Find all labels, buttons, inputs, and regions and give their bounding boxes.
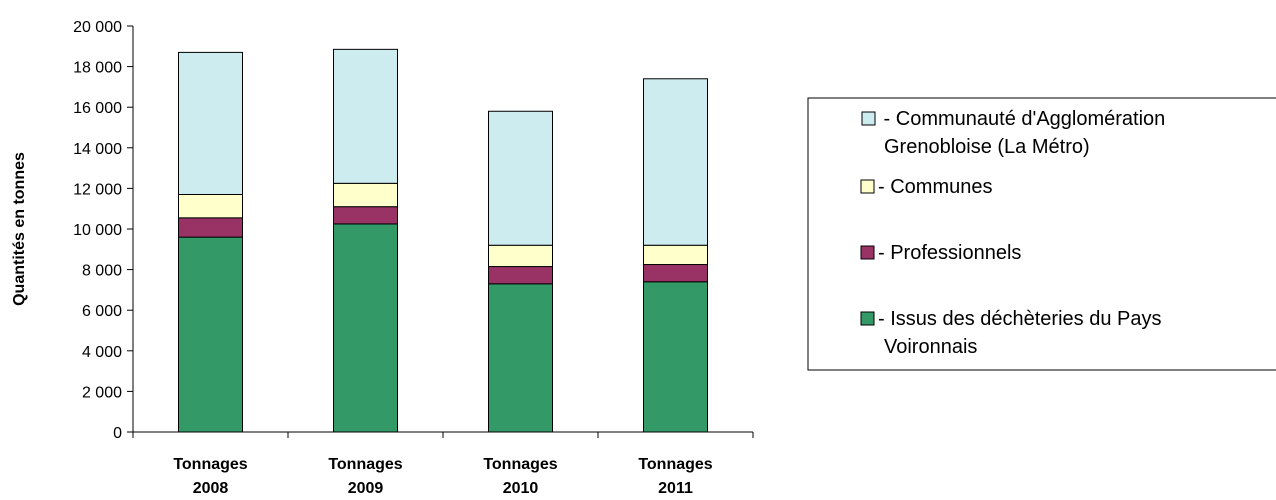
bar-segment xyxy=(333,206,398,225)
bar-segment xyxy=(178,51,243,195)
legend-swatch xyxy=(860,311,875,326)
y-tick-label: 14 000 xyxy=(73,141,122,158)
bar-segment xyxy=(333,182,398,208)
y-tick-label: 8 000 xyxy=(82,263,122,280)
y-tick-label: 16 000 xyxy=(73,100,122,117)
bar-segment xyxy=(643,78,708,246)
y-tick-label: 0 xyxy=(113,425,122,442)
bar-segment xyxy=(488,244,553,268)
bar-segment xyxy=(488,266,553,285)
bar-segment xyxy=(643,264,708,283)
bar-segment xyxy=(333,48,398,184)
legend-swatch xyxy=(860,179,875,194)
x-axis: Tonnages 2008 Tonnages 2009 Tonnages 2010 Tonn… xyxy=(132,431,754,497)
bar-segment xyxy=(178,236,243,433)
y-tick-label: 2 000 xyxy=(82,384,122,401)
legend-label: Grenobloise (La Métro) xyxy=(884,136,1090,158)
x-tick-label: Tonnages xyxy=(173,456,247,473)
y-tick-label: 18 000 xyxy=(73,60,122,77)
x-tick-label: Tonnages xyxy=(328,456,402,473)
x-tick-label: 2010 xyxy=(503,480,539,497)
legend-label: - Professionnels xyxy=(878,242,1021,264)
bar-segment xyxy=(178,217,243,238)
legend-box xyxy=(807,97,1276,371)
legend-label: - Communauté d'Agglomération xyxy=(878,108,1165,130)
y-axis-ticks: 0 2 000 4 000 6 000 8 000 10 000 12 000 14 000 1… xyxy=(73,19,134,442)
x-tick-label: 2009 xyxy=(348,480,384,497)
x-tick-label: Tonnages xyxy=(483,456,557,473)
bar-segment xyxy=(333,223,398,433)
legend: - Communauté d'Agglomération Grenobloise … xyxy=(807,97,1276,371)
y-tick-label: 20 000 xyxy=(73,19,122,36)
y-tick-label: 12 000 xyxy=(73,181,122,198)
legend-swatch xyxy=(861,111,876,126)
legend-swatch xyxy=(860,245,875,260)
legend-label: Voironnais xyxy=(884,336,977,358)
legend-label: - Communes xyxy=(878,176,992,198)
x-tick-label: Tonnages xyxy=(638,456,712,473)
bar-segment xyxy=(488,110,553,246)
bar-segment xyxy=(643,244,708,266)
y-tick-label: 4 000 xyxy=(82,344,122,361)
y-axis-title: Quantités en tonnes xyxy=(11,152,28,306)
bars xyxy=(178,48,708,433)
x-tick-label: 2008 xyxy=(193,480,229,497)
bar-segment xyxy=(178,193,243,219)
legend-label: - Issus des déchèteries du Pays xyxy=(878,308,1161,330)
bar-segment xyxy=(488,283,553,433)
y-tick-label: 10 000 xyxy=(73,222,122,239)
x-tick-label: 2011 xyxy=(658,480,693,497)
bar-segment xyxy=(643,281,708,433)
y-tick-label: 6 000 xyxy=(82,303,122,320)
